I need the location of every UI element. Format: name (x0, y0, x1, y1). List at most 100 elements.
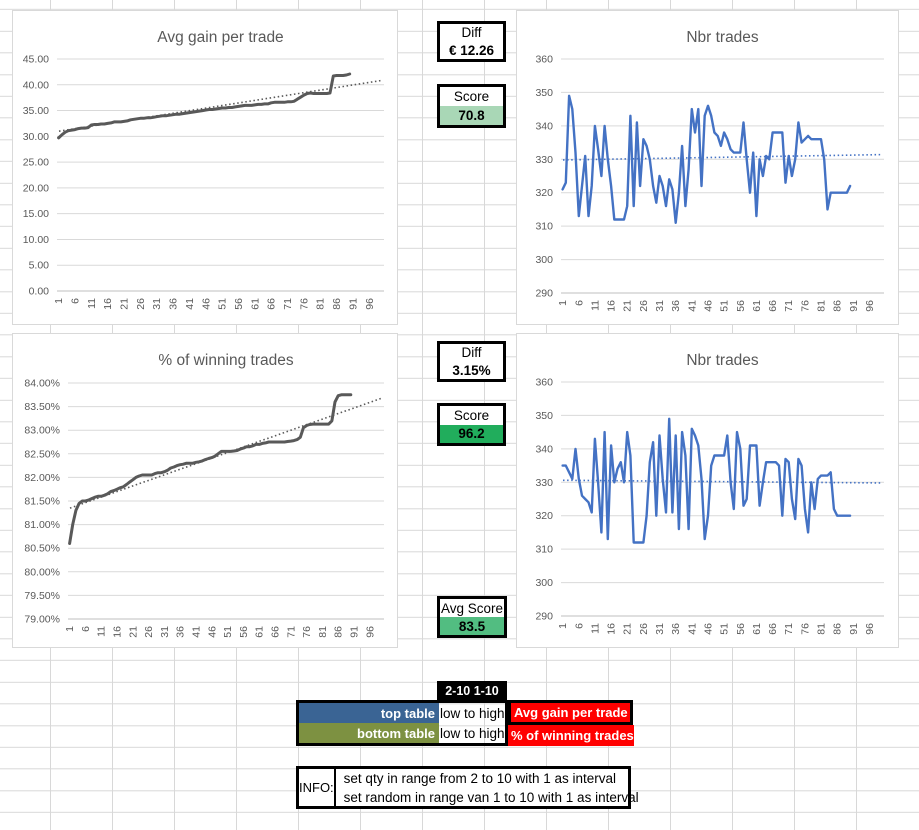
svg-text:320: 320 (535, 187, 553, 199)
legend-bottom-order-cell[interactable]: low to high (440, 725, 505, 741)
svg-text:66: 66 (266, 298, 278, 310)
svg-text:1: 1 (53, 298, 65, 304)
svg-text:96: 96 (864, 623, 876, 635)
legend-top-order-cell[interactable]: low to high (440, 705, 505, 721)
svg-text:86: 86 (832, 623, 844, 635)
range-settings-cell[interactable]: 2-10 1-10 (437, 681, 507, 700)
legend-top-table-cell[interactable]: top table (299, 703, 439, 723)
svg-text:310: 310 (535, 221, 553, 233)
svg-text:51: 51 (719, 623, 731, 635)
avg-gain-chart[interactable]: 0.00 5.00 10.00 15.00 20.00 25.00 30.00 35.00 40… (12, 10, 398, 325)
svg-text:71: 71 (783, 300, 795, 312)
svg-text:86: 86 (832, 300, 844, 312)
svg-text:290: 290 (535, 611, 553, 623)
svg-text:46: 46 (702, 300, 714, 312)
svg-text:Nbr trades: Nbr trades (686, 29, 759, 46)
svg-text:79.50%: 79.50% (24, 590, 60, 602)
legend-top-metric-cell[interactable]: Avg gain per trade (508, 700, 633, 725)
svg-text:10.00: 10.00 (23, 234, 49, 246)
svg-text:36: 36 (670, 623, 682, 635)
svg-text:360: 360 (535, 377, 553, 389)
svg-text:61: 61 (751, 300, 763, 312)
svg-text:83.50%: 83.50% (24, 401, 60, 413)
svg-text:66: 66 (767, 623, 779, 635)
diff-bottom-label: Diff (461, 345, 482, 361)
svg-text:71: 71 (285, 626, 297, 638)
diff-top-value: € 12.26 (448, 42, 495, 58)
svg-text:15.00: 15.00 (23, 208, 49, 220)
svg-text:80.50%: 80.50% (24, 543, 60, 555)
svg-text:81.50%: 81.50% (24, 496, 60, 508)
svg-text:91: 91 (848, 300, 860, 312)
svg-text:91: 91 (348, 626, 360, 638)
svg-text:300: 300 (535, 577, 553, 589)
svg-text:79.00%: 79.00% (24, 614, 60, 626)
svg-text:350: 350 (535, 410, 553, 422)
svg-text:76: 76 (799, 623, 811, 635)
svg-text:61: 61 (751, 623, 763, 635)
svg-text:31: 31 (159, 626, 171, 638)
legend-table: top table low to high bottom table low t… (296, 700, 508, 746)
svg-text:290: 290 (535, 288, 553, 300)
svg-text:76: 76 (799, 300, 811, 312)
svg-text:66: 66 (767, 300, 779, 312)
diff-top-box[interactable]: Diff € 12.26 (437, 21, 506, 62)
svg-text:56: 56 (238, 626, 250, 638)
score-top-box[interactable]: Score 70.8 (437, 84, 506, 128)
svg-text:310: 310 (535, 544, 553, 556)
nbr-trades-top-chart[interactable]: 290 300 310 320 330 340 350 360 1 6 11 16 21 26 31 36 41… (516, 10, 899, 325)
svg-text:6: 6 (80, 626, 92, 632)
svg-text:36: 36 (168, 298, 180, 310)
svg-text:41: 41 (686, 623, 698, 635)
svg-text:56: 56 (735, 300, 747, 312)
avg-score-label: Avg Score (440, 600, 504, 616)
svg-text:360: 360 (535, 54, 553, 66)
score-bottom-box[interactable]: Score 96.2 (437, 403, 506, 446)
score-top-label: Score (453, 89, 490, 104)
svg-text:46: 46 (702, 623, 714, 635)
svg-text:41: 41 (184, 298, 196, 310)
svg-text:21: 21 (622, 300, 634, 312)
svg-text:6: 6 (69, 298, 81, 304)
nbr-trades-bottom-chart[interactable]: 290 300 310 320 330 340 350 360 1 6 11 16 21 26 31 36 41… (516, 333, 899, 648)
svg-text:21: 21 (127, 626, 139, 638)
svg-text:96: 96 (864, 300, 876, 312)
info-line-1: set qty in range from 2 to 10 with 1 as … (343, 770, 617, 786)
svg-text:26: 26 (135, 298, 147, 310)
svg-text:26: 26 (638, 623, 650, 635)
legend-bottom-table-cell[interactable]: bottom table (299, 723, 439, 743)
pct-winning-chart[interactable]: 79.00% 79.50% 80.00% 80.50% 81.00% 81.50% 82.0… (12, 333, 398, 648)
diff-top-label: Diff (461, 25, 482, 41)
svg-text:81: 81 (315, 298, 327, 310)
svg-text:11: 11 (589, 623, 601, 634)
svg-text:45.00: 45.00 (23, 54, 49, 66)
svg-text:16: 16 (606, 300, 618, 312)
svg-text:91: 91 (347, 298, 359, 310)
svg-text:46: 46 (206, 626, 218, 638)
svg-text:6: 6 (573, 300, 585, 306)
info-box[interactable]: INFO: set qty in range from 2 to 10 with… (296, 766, 639, 809)
svg-text:1: 1 (557, 300, 569, 306)
diff-bottom-box[interactable]: Diff 3.15% (437, 341, 506, 382)
svg-text:5.00: 5.00 (29, 260, 50, 272)
svg-text:36: 36 (175, 626, 187, 638)
svg-text:82.50%: 82.50% (24, 448, 60, 460)
info-label: INFO: (299, 769, 336, 806)
svg-text:% of winning trades: % of winning trades (158, 352, 294, 369)
avg-score-box[interactable]: Avg Score 83.5 (437, 596, 507, 638)
score-bottom-label: Score (453, 407, 490, 423)
svg-text:31: 31 (654, 300, 666, 312)
svg-text:36: 36 (670, 300, 682, 312)
svg-text:82.00%: 82.00% (24, 472, 60, 484)
svg-text:300: 300 (535, 254, 553, 266)
svg-text:41: 41 (686, 300, 698, 312)
svg-text:330: 330 (535, 477, 553, 489)
svg-text:86: 86 (333, 626, 345, 638)
svg-text:1: 1 (64, 626, 76, 632)
legend-bottom-metric-cell[interactable]: % of winning trades (508, 725, 634, 746)
svg-text:0.00: 0.00 (29, 286, 50, 298)
svg-text:330: 330 (535, 154, 553, 166)
svg-text:26: 26 (143, 626, 155, 638)
svg-text:350: 350 (535, 87, 553, 99)
